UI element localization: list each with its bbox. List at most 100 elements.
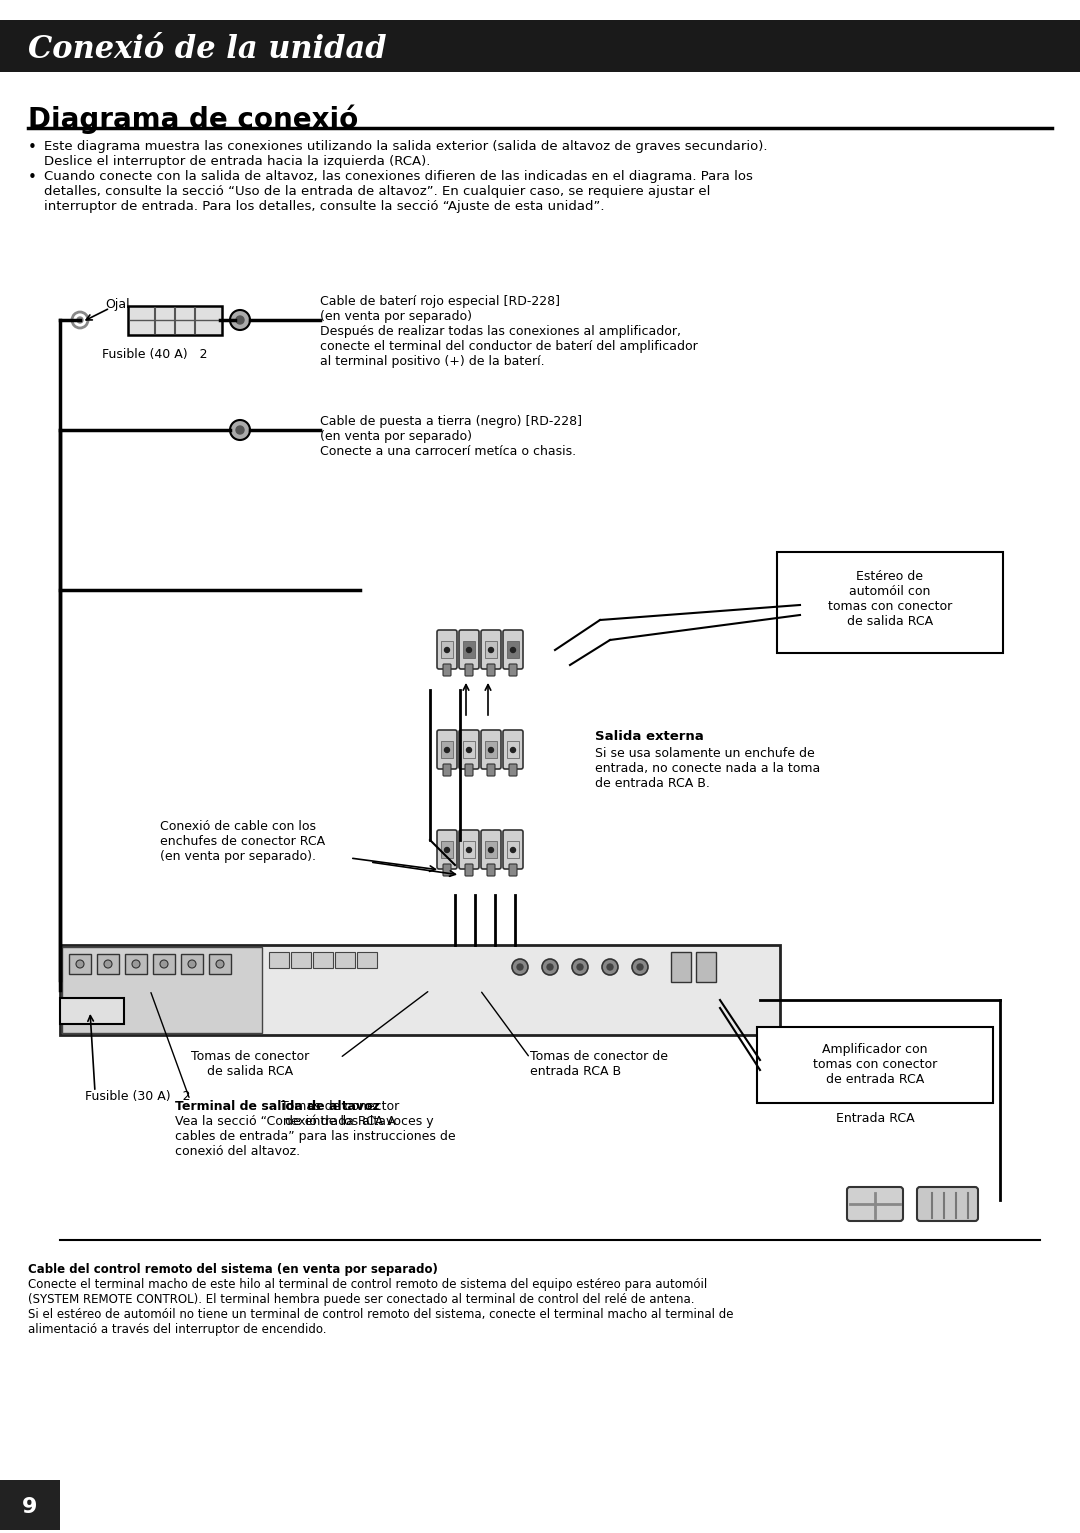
Circle shape (230, 420, 249, 440)
FancyBboxPatch shape (0, 20, 1080, 72)
FancyBboxPatch shape (777, 552, 1003, 653)
Text: enchufes de conector RCA: enchufes de conector RCA (160, 835, 325, 848)
FancyBboxPatch shape (269, 952, 289, 967)
Text: Si se usa solamente un enchufe de: Si se usa solamente un enchufe de (595, 747, 814, 760)
Text: alimentació a través del interruptor de encendido.: alimentació a través del interruptor de … (28, 1323, 326, 1335)
FancyBboxPatch shape (671, 952, 691, 983)
Text: •: • (28, 170, 37, 185)
FancyBboxPatch shape (441, 641, 453, 658)
Circle shape (237, 426, 244, 434)
Text: entrada, no conecte nada a la toma: entrada, no conecte nada a la toma (595, 762, 820, 776)
Circle shape (445, 647, 449, 653)
Circle shape (230, 310, 249, 330)
Text: Ojal: Ojal (106, 297, 131, 311)
FancyBboxPatch shape (0, 1479, 60, 1530)
FancyBboxPatch shape (60, 998, 124, 1024)
FancyBboxPatch shape (487, 664, 495, 676)
Circle shape (467, 647, 472, 653)
FancyBboxPatch shape (503, 630, 523, 668)
Text: Cable del control remoto del sistema (en venta por separado): Cable del control remoto del sistema (en… (28, 1263, 437, 1275)
Text: Tomas de conector
de salida RCA: Tomas de conector de salida RCA (191, 1050, 309, 1078)
FancyBboxPatch shape (465, 763, 473, 776)
Text: Entrada RCA: Entrada RCA (836, 1111, 915, 1125)
Circle shape (188, 960, 195, 967)
Circle shape (511, 748, 515, 753)
FancyBboxPatch shape (443, 865, 451, 875)
FancyBboxPatch shape (313, 952, 333, 967)
Text: tomas con conector: tomas con conector (828, 599, 953, 613)
Text: detalles, consulte la secció “Uso de la entrada de altavoz”. En cualquier caso, : detalles, consulte la secció “Uso de la … (44, 185, 711, 198)
Text: Diagrama de conexió: Diagrama de conexió (28, 104, 359, 135)
Text: Este diagrama muestra las conexiones utilizando la salida exterior (salida de al: Este diagrama muestra las conexiones uti… (44, 140, 768, 153)
Text: (en venta por separado): (en venta por separado) (320, 429, 472, 443)
Circle shape (546, 964, 553, 970)
Circle shape (637, 964, 643, 970)
FancyBboxPatch shape (459, 829, 480, 869)
FancyBboxPatch shape (507, 641, 519, 658)
Circle shape (216, 960, 224, 967)
Circle shape (132, 960, 140, 967)
FancyBboxPatch shape (437, 829, 457, 869)
FancyBboxPatch shape (97, 954, 119, 973)
Text: (en venta por separado): (en venta por separado) (320, 310, 472, 323)
FancyBboxPatch shape (917, 1187, 978, 1220)
Text: Deslice el interruptor de entrada hacia la izquierda (RCA).: Deslice el interruptor de entrada hacia … (44, 155, 430, 169)
Text: interruptor de entrada. Para los detalles, consulte la secció “Ajuste de esta un: interruptor de entrada. Para los detalle… (44, 199, 605, 213)
FancyBboxPatch shape (335, 952, 355, 967)
FancyBboxPatch shape (357, 952, 377, 967)
Text: (SYSTEM REMOTE CONTROL). El terminal hembra puede ser conectado al terminal de c: (SYSTEM REMOTE CONTROL). El terminal hem… (28, 1292, 694, 1306)
Text: tomas con conector: tomas con conector (813, 1058, 937, 1072)
Circle shape (517, 964, 523, 970)
Circle shape (511, 848, 515, 852)
Text: Conecte el terminal macho de este hilo al terminal de control remoto de sistema : Conecte el terminal macho de este hilo a… (28, 1279, 707, 1291)
FancyBboxPatch shape (503, 730, 523, 770)
Text: Amplificador con: Amplificador con (822, 1042, 928, 1056)
FancyBboxPatch shape (509, 865, 517, 875)
Circle shape (512, 960, 528, 975)
Text: conecte el terminal del conductor de baterí del amplificador: conecte el terminal del conductor de bat… (320, 340, 698, 353)
Text: Tomas de conector
de entrada RCA A: Tomas de conector de entrada RCA A (281, 1101, 400, 1128)
Circle shape (602, 960, 618, 975)
Circle shape (445, 748, 449, 753)
FancyBboxPatch shape (485, 740, 497, 757)
Circle shape (607, 964, 613, 970)
Text: 9: 9 (23, 1498, 38, 1518)
FancyBboxPatch shape (60, 944, 780, 1035)
Text: Vea la secció “Conexió de los altavoces y: Vea la secció “Conexió de los altavoces… (175, 1114, 434, 1128)
Text: Después de realizar todas las conexiones al amplificador,: Después de realizar todas las conexiones… (320, 325, 681, 337)
Circle shape (542, 960, 558, 975)
FancyBboxPatch shape (69, 954, 91, 973)
Circle shape (488, 647, 494, 653)
FancyBboxPatch shape (441, 740, 453, 757)
Text: (en venta por separado).: (en venta por separado). (160, 849, 316, 863)
FancyBboxPatch shape (757, 1027, 993, 1104)
FancyBboxPatch shape (443, 664, 451, 676)
Circle shape (467, 748, 472, 753)
FancyBboxPatch shape (487, 865, 495, 875)
Circle shape (572, 960, 588, 975)
Text: al terminal positivo (+) de la baterí.: al terminal positivo (+) de la baterí. (320, 356, 544, 368)
FancyBboxPatch shape (696, 952, 716, 983)
Circle shape (160, 960, 168, 967)
FancyBboxPatch shape (485, 842, 497, 858)
Text: Fusible (40 A)   2: Fusible (40 A) 2 (103, 348, 207, 360)
FancyBboxPatch shape (465, 664, 473, 676)
Text: Cuando conecte con la salida de altavoz, las conexiones difieren de las indicada: Cuando conecte con la salida de altavoz,… (44, 170, 753, 182)
Text: Terminal de salida de altavoz: Terminal de salida de altavoz (175, 1101, 380, 1113)
FancyBboxPatch shape (463, 842, 475, 858)
FancyBboxPatch shape (62, 947, 262, 1033)
FancyBboxPatch shape (507, 740, 519, 757)
Text: Fusible (30 A)   2: Fusible (30 A) 2 (85, 1090, 190, 1104)
Circle shape (577, 964, 583, 970)
FancyBboxPatch shape (847, 1187, 903, 1220)
FancyBboxPatch shape (507, 842, 519, 858)
FancyBboxPatch shape (509, 763, 517, 776)
Circle shape (76, 960, 84, 967)
FancyBboxPatch shape (509, 664, 517, 676)
Circle shape (511, 647, 515, 653)
Circle shape (237, 316, 244, 323)
Circle shape (104, 960, 112, 967)
Text: cables de entrada” para las instrucciones de: cables de entrada” para las instruccione… (175, 1130, 456, 1144)
FancyBboxPatch shape (465, 865, 473, 875)
Text: Conexió de la unidad: Conexió de la unidad (28, 35, 387, 66)
